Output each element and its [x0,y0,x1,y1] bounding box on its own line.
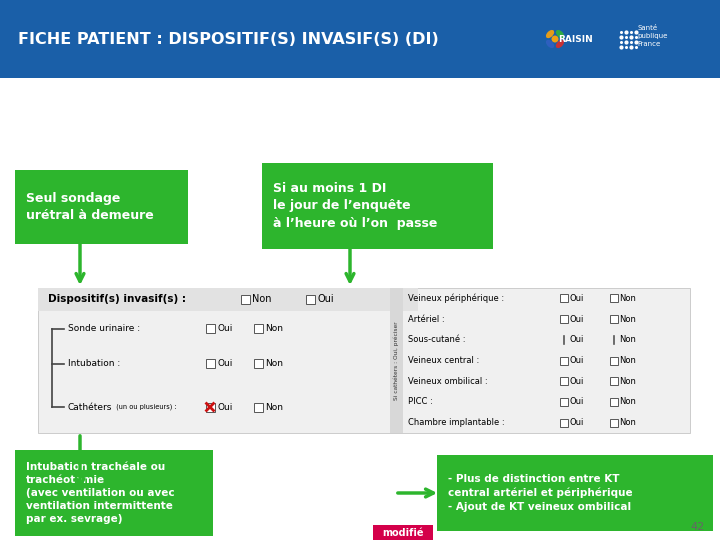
FancyBboxPatch shape [38,288,418,311]
Text: Veineux périphérique :: Veineux périphérique : [408,294,504,303]
FancyBboxPatch shape [610,294,618,302]
Text: Non: Non [619,397,636,407]
FancyBboxPatch shape [15,170,188,244]
FancyBboxPatch shape [560,294,568,302]
FancyBboxPatch shape [437,455,713,531]
Text: Cathéters: Cathéters [68,402,112,411]
Text: Oui: Oui [569,397,583,407]
Text: modifié: modifié [382,528,424,538]
FancyBboxPatch shape [305,295,315,304]
FancyBboxPatch shape [560,315,568,323]
Text: Artériel :: Artériel : [408,315,445,323]
FancyBboxPatch shape [205,324,215,333]
Text: Oui: Oui [569,377,583,386]
Text: - Plus de distinction entre KT
central artériel et périphérique
- Ajout de KT ve: - Plus de distinction entre KT central a… [448,475,633,511]
FancyBboxPatch shape [560,398,568,406]
Text: RAISIN: RAISIN [558,35,593,44]
Text: Sous-cutané :: Sous-cutané : [408,335,466,345]
Text: Oui: Oui [217,402,233,411]
Text: Chambre implantable :: Chambre implantable : [408,418,505,427]
Text: Oui: Oui [569,356,583,365]
Text: Si au moins 1 DI
le jour de l’enquête
à l’heure où l’on  passe: Si au moins 1 DI le jour de l’enquête à … [273,183,437,230]
Text: Si cathéters : Oui, préciser: Si cathéters : Oui, préciser [394,321,400,400]
FancyBboxPatch shape [373,525,433,540]
Text: Intubation trachéale ou
trachéotomie
(avec ventilation ou avec
ventilation inter: Intubation trachéale ou trachéotomie (av… [26,462,175,524]
FancyBboxPatch shape [205,402,215,411]
FancyBboxPatch shape [560,356,568,365]
Text: Non: Non [619,315,636,323]
Ellipse shape [546,40,554,48]
FancyBboxPatch shape [610,418,618,427]
FancyBboxPatch shape [0,78,720,540]
Text: Oui: Oui [569,418,583,427]
Text: Oui: Oui [569,294,583,303]
Text: Veineux central :: Veineux central : [408,356,480,365]
FancyBboxPatch shape [253,324,263,333]
Text: Non: Non [619,418,636,427]
FancyBboxPatch shape [240,295,250,304]
Text: Non: Non [252,294,271,305]
Text: Oui: Oui [317,294,333,305]
Text: Intubation :: Intubation : [68,359,120,368]
Text: PICC :: PICC : [408,397,433,407]
FancyBboxPatch shape [0,0,720,78]
Text: Veineux ombilical :: Veineux ombilical : [408,377,487,386]
Text: Santé
publique
France: Santé publique France [637,25,667,46]
FancyBboxPatch shape [38,288,690,433]
Circle shape [552,36,559,43]
Text: (un ou plusieurs) :: (un ou plusieurs) : [114,404,176,410]
Text: Non: Non [265,402,283,411]
FancyBboxPatch shape [253,359,263,368]
FancyBboxPatch shape [610,377,618,385]
Ellipse shape [546,30,554,38]
Text: Oui: Oui [569,315,583,323]
Text: Non: Non [265,359,283,368]
Text: Oui: Oui [569,335,583,345]
FancyBboxPatch shape [253,402,263,411]
FancyBboxPatch shape [205,359,215,368]
Text: Non: Non [619,377,636,386]
Text: Oui: Oui [217,324,233,333]
FancyBboxPatch shape [390,288,403,433]
Text: Non: Non [619,335,636,345]
Text: Dispositif(s) invasif(s) :: Dispositif(s) invasif(s) : [48,294,186,305]
Text: Non: Non [265,324,283,333]
FancyBboxPatch shape [560,377,568,385]
FancyBboxPatch shape [15,450,213,536]
Text: 42: 42 [690,522,705,532]
Text: Sonde urinaire :: Sonde urinaire : [68,324,140,333]
Text: Seul sondage
urétral à demeure: Seul sondage urétral à demeure [26,192,154,222]
Ellipse shape [556,40,564,48]
FancyBboxPatch shape [610,315,618,323]
Ellipse shape [556,30,564,38]
FancyBboxPatch shape [610,356,618,365]
Text: FICHE PATIENT : DISPOSITIF(S) INVASIF(S) (DI): FICHE PATIENT : DISPOSITIF(S) INVASIF(S)… [18,31,438,46]
FancyBboxPatch shape [262,163,493,249]
Text: Non: Non [619,356,636,365]
Text: Non: Non [619,294,636,303]
FancyBboxPatch shape [610,398,618,406]
FancyBboxPatch shape [560,418,568,427]
Text: Oui: Oui [217,359,233,368]
